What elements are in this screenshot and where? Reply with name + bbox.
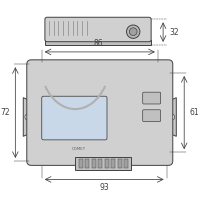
Text: 61: 61 [189, 108, 199, 117]
Polygon shape [23, 98, 31, 136]
Bar [79, 159, 83, 168]
Circle shape [127, 25, 140, 38]
Polygon shape [168, 98, 176, 136]
Text: 32: 32 [169, 28, 179, 37]
Circle shape [129, 28, 137, 36]
Text: 72: 72 [0, 108, 10, 117]
Text: 86.: 86. [94, 39, 106, 48]
Circle shape [168, 114, 175, 120]
FancyBboxPatch shape [143, 92, 161, 104]
Bar [75, 157, 131, 170]
FancyBboxPatch shape [45, 17, 151, 42]
Bar [92, 159, 96, 168]
Bar [85, 159, 89, 168]
Bar [105, 159, 109, 168]
Bar [118, 159, 122, 168]
Polygon shape [45, 40, 151, 45]
Bar [124, 159, 128, 168]
FancyBboxPatch shape [143, 110, 161, 122]
Text: 93: 93 [99, 183, 109, 192]
Circle shape [25, 114, 31, 120]
Bar [111, 159, 115, 168]
Bar [98, 159, 102, 168]
Text: COMET: COMET [72, 147, 86, 151]
FancyBboxPatch shape [27, 60, 173, 165]
FancyBboxPatch shape [42, 96, 107, 140]
